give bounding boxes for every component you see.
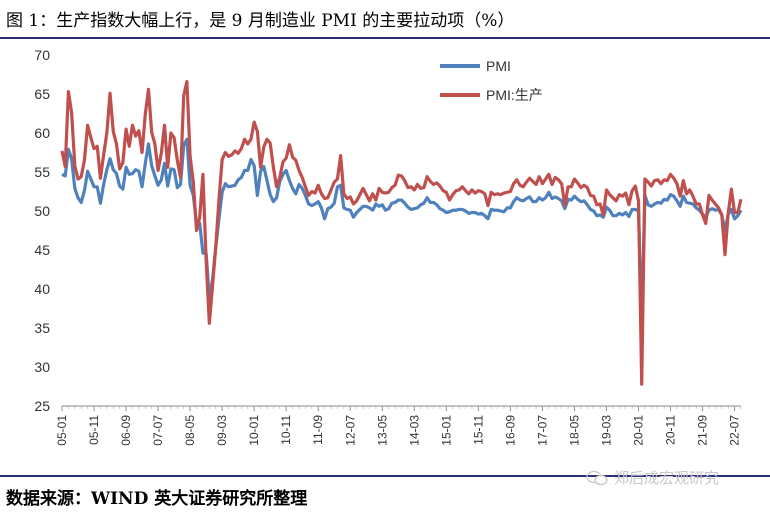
data-source: 数据来源：WIND 英大证券研究所整理: [6, 489, 308, 509]
y-tick-label: 45: [34, 242, 50, 258]
x-tick-label: 11-09: [311, 415, 325, 445]
x-tick-label: 10-01: [247, 415, 261, 446]
x-tick-label: 09-03: [215, 415, 229, 446]
legend-label: PMI: [486, 58, 511, 74]
y-tick-label: 65: [34, 86, 50, 102]
y-tick-label: 25: [34, 398, 50, 414]
legend-label: PMI:生产: [486, 87, 543, 103]
x-tick-label: 07-07: [151, 415, 165, 446]
y-tick-label: 40: [34, 281, 50, 297]
chart-title: 图 1：生产指数大幅上行，是 9 月制造业 PMI 的主要拉动项（%）: [6, 11, 515, 31]
series-line-pmi: [61, 137, 743, 325]
y-tick-label: 35: [34, 320, 50, 336]
y-tick-label: 30: [34, 359, 50, 375]
footer-divider: [0, 475, 770, 477]
title-divider: [0, 37, 770, 39]
x-tick-label: 13-05: [375, 415, 389, 446]
y-tick-label: 55: [34, 164, 50, 180]
y-tick-label: 70: [34, 47, 50, 63]
watermark: 郑后成宏观研究: [586, 467, 719, 488]
line-chart: 25 30 35 40 45 50 55 60 65 70 05-01 05-11 06-09 07-07…: [34, 47, 743, 446]
x-tick-label: 05-01: [55, 415, 69, 446]
x-tick-label: 15-11: [471, 415, 485, 445]
x-tick-label: 22-07: [728, 415, 742, 446]
x-tick-label: 20-01: [632, 415, 646, 446]
watermark-text: 郑后成宏观研究: [614, 469, 720, 487]
x-tick-label: 12-07: [343, 415, 357, 446]
x-tick-label: 19-03: [599, 415, 613, 446]
y-tick-label: 50: [34, 203, 50, 219]
x-tick-label: 20-11: [664, 415, 678, 445]
y-tick-label: 60: [34, 125, 50, 141]
x-tick-label: 05-11: [87, 415, 101, 445]
x-tick-label: 16-09: [503, 415, 517, 446]
x-tick-label: 06-09: [119, 415, 133, 446]
x-tick-label: 21-09: [696, 415, 710, 446]
x-tick-label: 17-07: [535, 415, 549, 446]
x-tick-label: 15-01: [439, 415, 453, 446]
x-tick-label: 14-03: [407, 415, 421, 446]
title-bar: 图 1：生产指数大幅上行，是 9 月制造业 PMI 的主要拉动项（%）: [0, 0, 770, 34]
x-tick-label: 18-05: [567, 415, 581, 446]
wechat-icon: [586, 470, 608, 485]
series-line-pmi-production: [60, 79, 743, 386]
x-tick-label: 10-11: [279, 415, 293, 445]
x-tick-label: 08-05: [183, 415, 197, 446]
